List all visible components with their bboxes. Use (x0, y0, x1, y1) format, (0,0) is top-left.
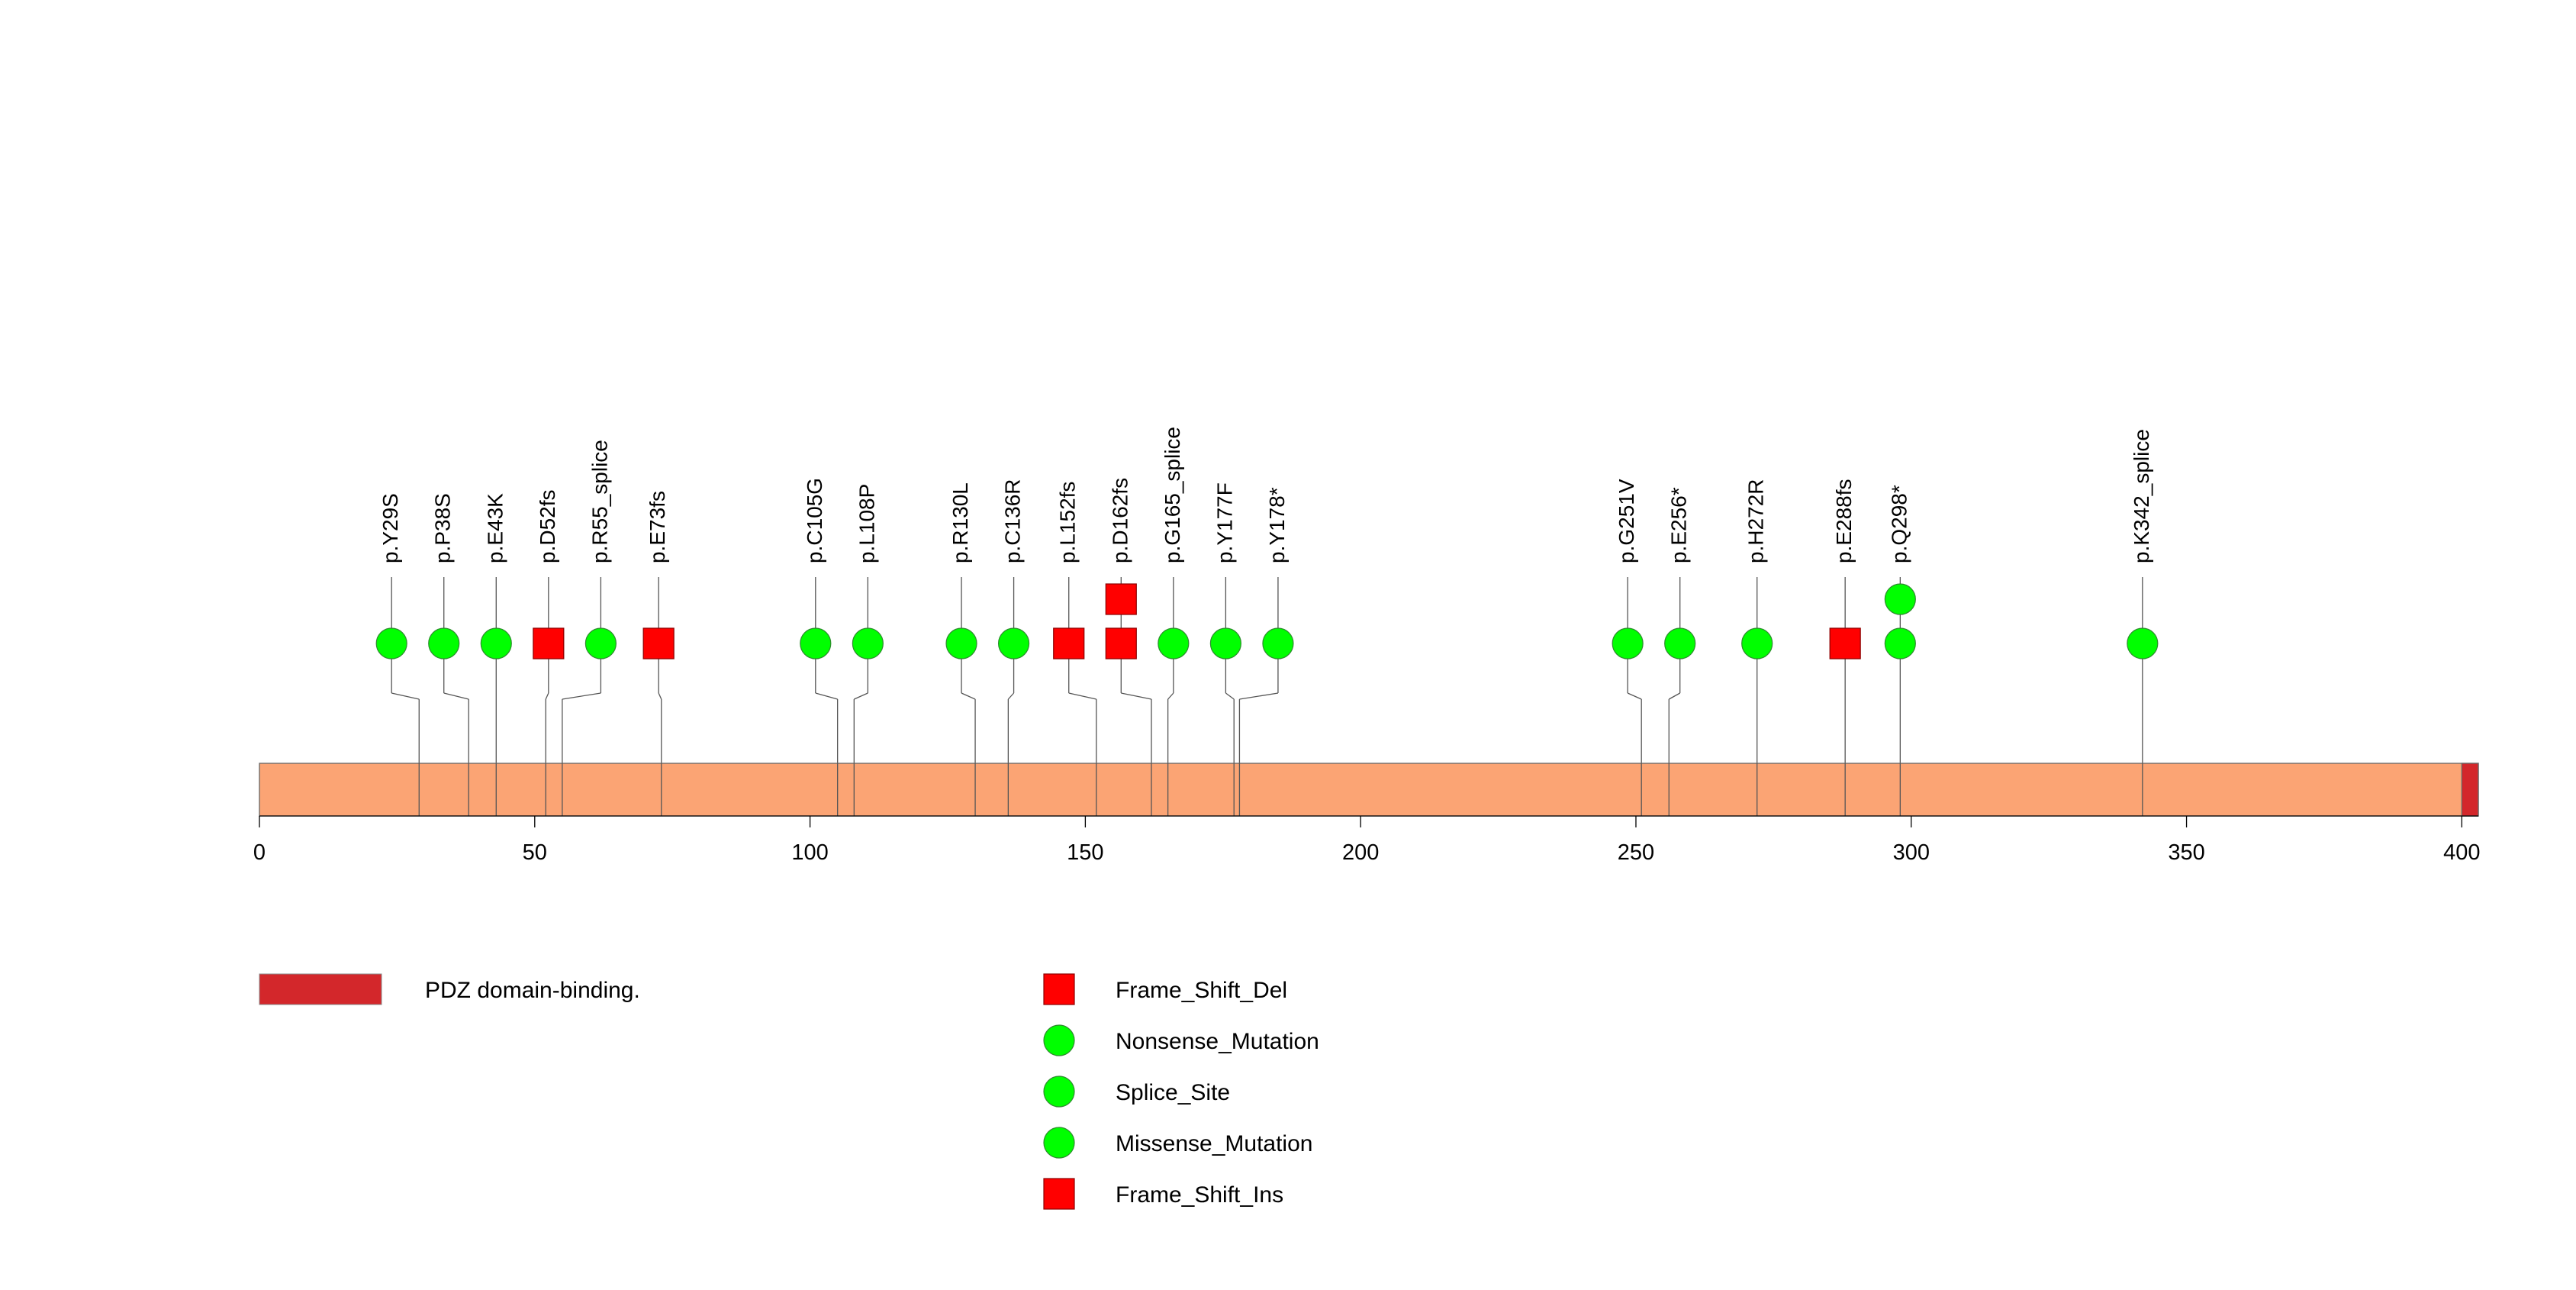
mutation-connector (815, 692, 838, 700)
x-tick-label: 300 (1893, 840, 1930, 865)
legend-mutation-label: Splice_Site (1116, 1080, 1230, 1105)
x-tick-label: 350 (2168, 840, 2204, 865)
mutation-marker (997, 627, 1030, 660)
mutation-marker (1884, 583, 1916, 615)
mutation-marker (1664, 627, 1696, 660)
mutation-label: p.Y178* (1265, 487, 1289, 563)
x-tick-label: 100 (791, 840, 828, 865)
legend-domain-label: PDZ domain-binding. (425, 978, 640, 1003)
mutation-marker (642, 627, 675, 660)
mutation-connector (391, 692, 420, 700)
x-tick-label: 200 (1342, 840, 1379, 865)
mutation-marker (533, 627, 565, 660)
mutation-label: p.C136R (1001, 479, 1025, 563)
mutation-marker (428, 627, 460, 660)
mutation-marker (1053, 627, 1085, 660)
mutation-connector (562, 692, 601, 700)
mutation-marker (852, 627, 884, 660)
mutation-marker (1262, 627, 1294, 660)
legend-domain-swatch (259, 973, 382, 1005)
mutation-marker (1741, 627, 1773, 660)
mutation-marker (1105, 627, 1137, 660)
mutation-label: p.G251V (1615, 479, 1638, 563)
x-tick-label: 50 (523, 840, 547, 865)
mutation-label: p.G165_splice (1161, 427, 1184, 563)
mutation-connector (443, 692, 469, 700)
mutation-label: p.Y177F (1212, 482, 1236, 563)
mutation-label: p.E288fs (1832, 479, 1856, 563)
mutation-marker (1612, 627, 1644, 660)
mutation-connector (1121, 692, 1152, 700)
mutation-connector (1225, 692, 1235, 700)
mutation-connector (1167, 692, 1174, 700)
legend-mutation-marker (1043, 973, 1075, 1005)
mutation-label: p.D52fs (536, 490, 559, 564)
mutation-connector (1239, 692, 1279, 700)
legend-mutation-marker (1043, 1127, 1075, 1159)
mutation-marker (1209, 627, 1241, 660)
mutation-label: p.D162fs (1108, 478, 1132, 563)
mutation-label: p.L152fs (1056, 482, 1080, 563)
mutation-marker (480, 627, 512, 660)
mutation-marker (800, 627, 832, 660)
legend-mutation-label: Frame_Shift_Ins (1116, 1182, 1283, 1208)
mutation-connector (1668, 692, 1681, 700)
domain-block (2461, 763, 2479, 817)
x-tick-label: 250 (1618, 840, 1654, 865)
x-tick-label: 400 (2443, 840, 2480, 865)
legend-mutation-label: Nonsense_Mutation (1116, 1029, 1319, 1054)
mutation-label: p.E43K (483, 493, 507, 563)
mutation-connector (545, 692, 549, 700)
mutation-connector (1627, 692, 1642, 700)
mutation-marker (2127, 627, 2159, 660)
legend-mutation-label: Frame_Shift_Del (1116, 978, 1287, 1003)
mutation-label: p.H272R (1744, 479, 1768, 563)
mutation-connector (1007, 692, 1015, 700)
mutation-marker (584, 627, 617, 660)
legend-mutation-marker (1043, 1076, 1075, 1108)
mutation-marker (945, 627, 977, 660)
mutation-connector (961, 692, 976, 700)
mutation-label: p.Q298* (1887, 485, 1911, 563)
mutation-marker (1105, 583, 1137, 615)
legend-mutation-marker (1043, 1024, 1075, 1056)
mutation-label: p.K342_splice (2130, 429, 2153, 563)
mutation-label: p.E256* (1667, 487, 1691, 563)
mutation-label: p.R55_splice (588, 440, 611, 563)
mutation-label: p.E73fs (646, 491, 669, 563)
legend-mutation-label: Missense_Mutation (1116, 1131, 1312, 1156)
mutation-label: p.Y29S (378, 493, 402, 563)
mutation-marker (1884, 627, 1916, 660)
mutation-connector (658, 692, 662, 700)
mutation-marker (375, 627, 407, 660)
mutation-marker (1158, 627, 1190, 660)
x-tick-label: 150 (1067, 840, 1103, 865)
mutation-connector (854, 692, 868, 700)
mutation-label: p.L108P (855, 484, 878, 563)
mutation-label: p.P38S (431, 493, 455, 563)
mutation-label: p.C105G (803, 478, 826, 563)
mutation-connector (1068, 692, 1096, 700)
mutation-label: p.R130L (948, 482, 972, 563)
x-tick-label: 0 (253, 840, 266, 865)
legend-mutation-marker (1043, 1178, 1075, 1210)
protein-backbone (259, 763, 2479, 817)
mutation-marker (1829, 627, 1861, 660)
